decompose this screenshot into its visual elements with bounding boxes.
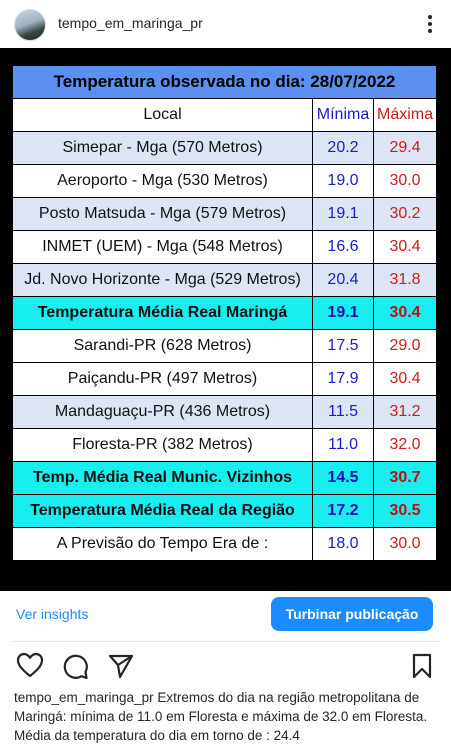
header-local: Local <box>12 98 313 132</box>
cell-min: 20.4 <box>312 263 374 297</box>
cell-min: 17.5 <box>312 329 374 363</box>
post-username[interactable]: tempo_em_maringa_pr <box>58 15 203 31</box>
table-row: Aeroporto - Mga (530 Metros) 19.0 30.0 <box>12 164 438 198</box>
post-image[interactable]: Temperatura observada no dia: 28/07/2022… <box>0 48 451 591</box>
cell-min: 19.1 <box>312 296 374 330</box>
cell-max: 30.2 <box>372 197 438 231</box>
cell-max: 31.8 <box>372 263 438 297</box>
header-max: Máxima <box>372 98 438 132</box>
post-actions: Ver insights Turbinar publicação <box>0 591 451 641</box>
table-row: A Previsão do Tempo Era de :18.0 30.0 <box>12 527 438 561</box>
comment-icon[interactable] <box>61 652 89 680</box>
cell-min: 16.6 <box>312 230 374 264</box>
cell-local: Mandaguaçu-PR (436 Metros) <box>12 395 313 429</box>
cell-local: Simepar - Mga (570 Metros) <box>12 131 313 165</box>
insights-link[interactable]: Ver insights <box>16 606 89 622</box>
icon-bar <box>0 650 451 682</box>
cell-min: 14.5 <box>312 461 374 495</box>
table-row: Simepar - Mga (570 Metros) 20.2 29.4 <box>12 131 438 165</box>
cell-max: 30.4 <box>372 362 438 396</box>
cell-local: Posto Matsuda - Mga (579 Metros) <box>12 197 313 231</box>
cell-min: 17.9 <box>312 362 374 396</box>
bookmark-icon[interactable] <box>410 652 434 680</box>
cell-local: Temperatura Média Real Maringá <box>12 296 313 330</box>
cell-max: 30.0 <box>372 164 438 198</box>
cell-local: A Previsão do Tempo Era de : <box>12 527 313 561</box>
cell-min: 11.0 <box>312 428 374 462</box>
table-row: Mandaguaçu-PR (436 Metros) 11.5 31.2 <box>12 395 438 429</box>
table-row: Posto Matsuda - Mga (579 Metros) 19.1 30.2 <box>12 197 438 231</box>
table-row: Floresta-PR (382 Metros) 11.0 32.0 <box>12 428 438 462</box>
table-title: Temperatura observada no dia: 28/07/2022 <box>11 65 438 99</box>
cell-max: 30.0 <box>372 527 438 561</box>
cell-local: Paiçandu-PR (497 Metros) <box>12 362 313 396</box>
table-row: Jd. Novo Horizonte - Mga (529 Metros) 20.… <box>12 263 438 297</box>
cell-max: 31.2 <box>372 395 438 429</box>
heart-icon[interactable] <box>16 652 44 678</box>
table-row: INMET (UEM) - Mga (548 Metros) 16.6 30.4 <box>12 230 438 264</box>
table-row: Paiçandu-PR (497 Metros) 17.9 30.4 <box>12 362 438 396</box>
cell-local: Temp. Média Real Munic. Vizinhos <box>12 461 313 495</box>
cell-local: Aeroporto - Mga (530 Metros) <box>12 164 313 198</box>
cell-max: 32.0 <box>372 428 438 462</box>
cell-local: INMET (UEM) - Mga (548 Metros) <box>12 230 313 264</box>
caption-username[interactable]: tempo_em_maringa_pr <box>14 690 154 705</box>
cell-min: 18.0 <box>312 527 374 561</box>
cell-max: 30.5 <box>372 494 438 528</box>
table-row: Temperatura Média Real da Região 17.2 30.5 <box>12 494 438 528</box>
header-min: Mínima <box>312 98 374 132</box>
boost-button[interactable]: Turbinar publicação <box>271 597 433 631</box>
table-row: Temp. Média Real Munic. Vizinhos 14.5 30.7 <box>12 461 438 495</box>
cell-max: 30.4 <box>372 230 438 264</box>
cell-min: 19.1 <box>312 197 374 231</box>
divider <box>12 641 439 642</box>
caption-text: Extremos do dia na região metropolitana … <box>14 690 428 743</box>
cell-local: Jd. Novo Horizonte - Mga (529 Metros) <box>12 263 313 297</box>
cell-min: 19.0 <box>312 164 374 198</box>
table-row: Sarandi-PR (628 Metros) 17.5 29.0 <box>12 329 438 363</box>
cell-max: 30.4 <box>372 296 438 330</box>
temperature-table: Temperatura observada no dia: 28/07/2022… <box>11 65 438 561</box>
more-vertical-icon[interactable] <box>420 13 440 35</box>
cell-local: Temperatura Média Real da Região <box>12 494 313 528</box>
cell-min: 11.5 <box>312 395 374 429</box>
cell-min: 17.2 <box>312 494 374 528</box>
cell-max: 29.4 <box>372 131 438 165</box>
post-caption: tempo_em_maringa_pr Extremos do dia na r… <box>14 688 442 745</box>
post-header: tempo_em_maringa_pr <box>0 0 451 48</box>
cell-max: 29.0 <box>372 329 438 363</box>
avatar[interactable] <box>14 9 46 41</box>
cell-local: Floresta-PR (382 Metros) <box>12 428 313 462</box>
cell-max: 30.7 <box>372 461 438 495</box>
cell-local: Sarandi-PR (628 Metros) <box>12 329 313 363</box>
table-row: Temperatura Média Real Maringá 19.1 30.4 <box>12 296 438 330</box>
cell-min: 20.2 <box>312 131 374 165</box>
share-icon[interactable] <box>107 652 135 680</box>
